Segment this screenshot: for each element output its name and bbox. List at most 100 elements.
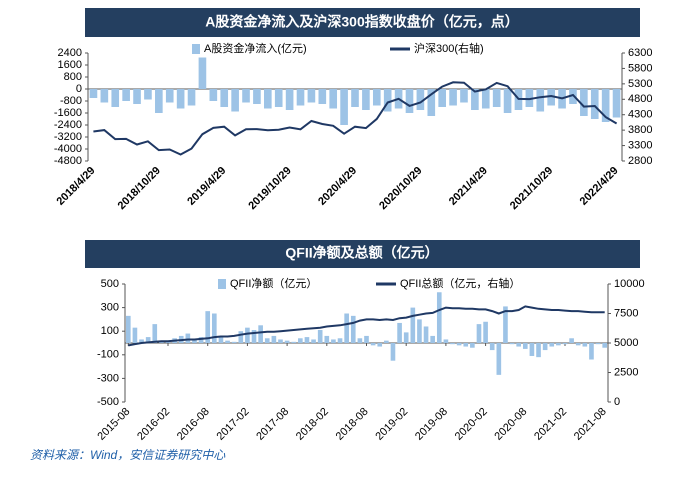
bar bbox=[145, 337, 151, 343]
y-tick-label: -4000 bbox=[54, 143, 82, 155]
y2-tick-label: 4300 bbox=[628, 109, 652, 121]
bar bbox=[285, 89, 294, 110]
x-tick-label: 2020/4/29 bbox=[316, 165, 359, 208]
bar bbox=[370, 343, 376, 346]
bar bbox=[155, 89, 163, 113]
bar bbox=[258, 325, 263, 343]
bar bbox=[324, 335, 330, 343]
bar bbox=[251, 330, 257, 343]
x-tick-label: 2015-08 bbox=[95, 406, 132, 443]
y-tick-label: 100 bbox=[101, 325, 119, 337]
y-tick-label: -2400 bbox=[54, 119, 82, 131]
bar bbox=[525, 89, 534, 107]
y2-tick-label: 4800 bbox=[628, 93, 652, 105]
bar bbox=[152, 324, 158, 343]
bar bbox=[460, 89, 468, 103]
bar bbox=[436, 292, 442, 343]
y2-tick-label: 7500 bbox=[614, 307, 638, 319]
bar bbox=[377, 343, 383, 347]
bar bbox=[187, 89, 196, 106]
y2-tick-label: 5000 bbox=[614, 337, 638, 349]
y-tick-label: 800 bbox=[64, 71, 82, 83]
x-tick-label: 2018-02 bbox=[294, 406, 331, 443]
bar bbox=[569, 338, 574, 343]
bar bbox=[89, 89, 98, 98]
x-tick-label: 2020/10/29 bbox=[377, 165, 424, 212]
legend-label: QFII净额（亿元） bbox=[230, 276, 317, 290]
bar bbox=[384, 340, 389, 343]
bar bbox=[317, 330, 323, 343]
bar bbox=[304, 337, 310, 343]
bar bbox=[364, 335, 369, 343]
bar bbox=[139, 339, 144, 343]
bar bbox=[589, 343, 594, 360]
bar bbox=[456, 343, 462, 346]
bar bbox=[476, 324, 482, 343]
bar bbox=[296, 89, 305, 106]
bar bbox=[549, 343, 555, 347]
bar bbox=[291, 341, 297, 343]
bar bbox=[403, 332, 409, 343]
y-tick-label: 300 bbox=[101, 302, 119, 314]
bar bbox=[307, 89, 316, 103]
x-tick-label: 2018/10/29 bbox=[116, 165, 163, 212]
x-tick-label: 2020-02 bbox=[453, 406, 490, 443]
bar bbox=[185, 333, 191, 343]
y2-tick-label: 3300 bbox=[628, 139, 652, 151]
y-tick-label: -800 bbox=[60, 95, 82, 107]
bar bbox=[536, 343, 541, 358]
bar bbox=[132, 327, 138, 343]
bar bbox=[318, 89, 327, 104]
x-tick-label: 2019-08 bbox=[413, 406, 450, 443]
bar bbox=[218, 335, 224, 343]
y-tick-label: -300 bbox=[97, 372, 119, 384]
bar bbox=[212, 313, 217, 343]
x-tick-label: 2021-08 bbox=[572, 406, 609, 443]
bar bbox=[278, 339, 283, 343]
x-tick-label: 2016-08 bbox=[175, 406, 212, 443]
header-band bbox=[85, 240, 640, 268]
bar bbox=[264, 89, 272, 109]
x-tick-label: 2021-02 bbox=[532, 406, 569, 443]
bar bbox=[231, 89, 239, 112]
bar bbox=[362, 89, 370, 110]
bar bbox=[331, 339, 336, 343]
bar bbox=[198, 57, 207, 89]
x-tick-label: 2019-02 bbox=[373, 406, 410, 443]
y-tick-label: 1600 bbox=[58, 59, 82, 71]
bar bbox=[575, 343, 581, 346]
bar bbox=[231, 341, 237, 343]
bar bbox=[556, 343, 561, 346]
y-tick-label: -4800 bbox=[54, 155, 82, 167]
x-tick-label: 2017-02 bbox=[215, 406, 252, 443]
x-tick-label: 2021/10/29 bbox=[508, 165, 555, 212]
bar bbox=[253, 89, 261, 104]
bar bbox=[536, 89, 545, 112]
bar bbox=[264, 338, 270, 343]
bar bbox=[612, 89, 621, 118]
bar bbox=[205, 311, 211, 343]
bar bbox=[443, 339, 449, 343]
bar bbox=[492, 89, 501, 107]
bar bbox=[569, 89, 577, 104]
y2-tick-label: 0 bbox=[614, 396, 620, 408]
x-tick-label: 2019/4/29 bbox=[185, 165, 228, 208]
line bbox=[93, 81, 618, 156]
bar bbox=[503, 89, 512, 113]
legend-label: 沪深300(右轴) bbox=[414, 41, 484, 55]
y2-tick-label: 6300 bbox=[628, 47, 652, 59]
bar bbox=[100, 89, 109, 103]
y2-tick-label: 5800 bbox=[628, 62, 652, 74]
bar bbox=[542, 343, 548, 351]
bar bbox=[580, 89, 588, 116]
bar bbox=[427, 89, 436, 116]
bar bbox=[423, 326, 429, 343]
legend-label: A股资金净流入(亿元) bbox=[204, 41, 307, 55]
bar bbox=[238, 331, 244, 343]
bar bbox=[438, 89, 446, 107]
header-band bbox=[85, 8, 640, 37]
bar bbox=[595, 343, 601, 345]
bar bbox=[133, 89, 141, 104]
y2-tick-label: 5300 bbox=[628, 78, 652, 90]
